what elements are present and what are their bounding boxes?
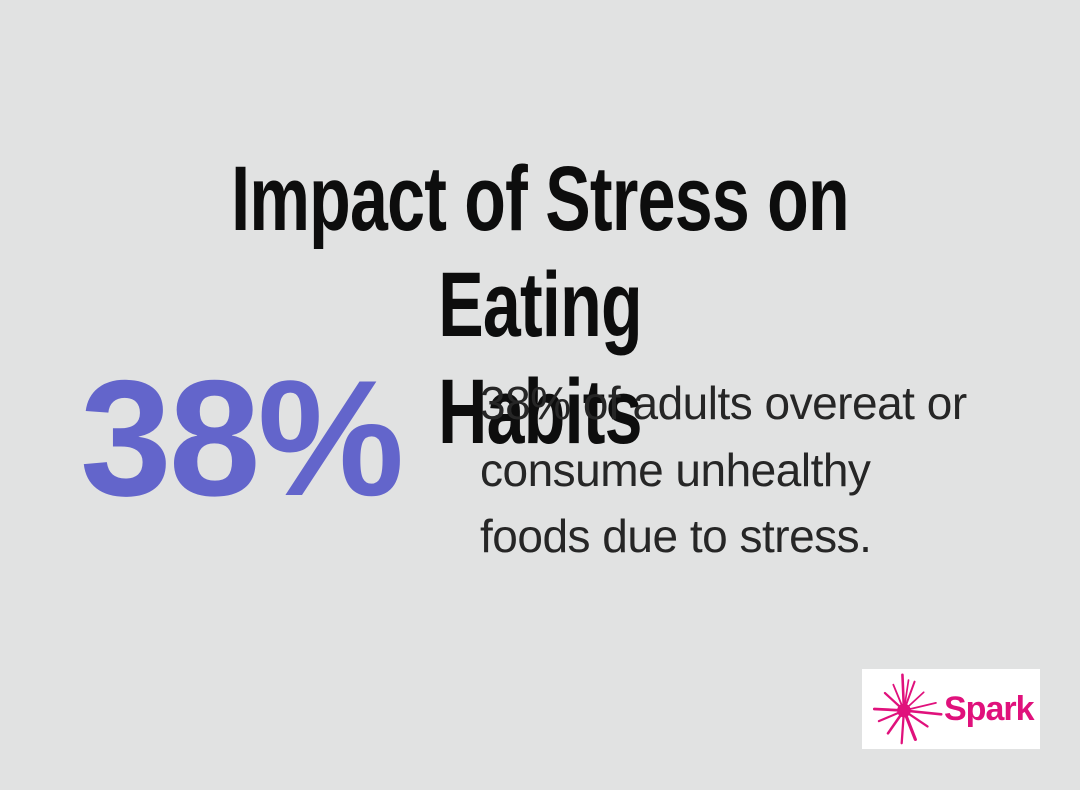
page-title: Impact of Stress on Eating Habits [140,146,939,466]
spark-logo-wordmark: Spark [944,689,1034,728]
stat-description: 38% of adults overeat or consume unhealt… [480,377,967,563]
starburst-center [897,703,911,718]
spark-starburst-icon [872,673,943,745]
spark-logo: Spark [862,669,1040,749]
title-line-1: Impact of Stress on Eating [231,147,849,357]
stat-value: 38% [80,346,404,530]
title-line-2: Habits [438,361,642,464]
